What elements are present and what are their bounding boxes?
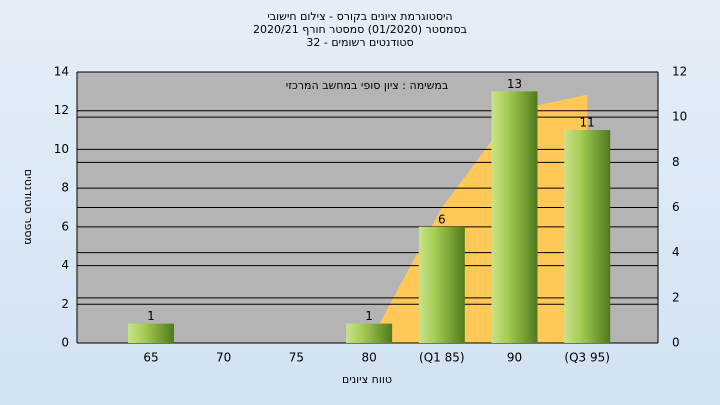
annotation: במשימה : ציון סופי במחשב המרכזי	[286, 79, 449, 92]
bar	[491, 91, 538, 343]
y-tick-label: 14	[54, 65, 69, 79]
y2-tick-label: 8	[672, 155, 680, 169]
y2-tick-label: 6	[672, 200, 680, 214]
x-tick-label: 75	[289, 351, 304, 365]
x-tick-label: (Q3 95)	[564, 351, 610, 365]
data-label: 13	[507, 77, 522, 91]
y2-tick-label: 2	[672, 290, 680, 304]
y-tick-label: 12	[54, 103, 69, 117]
chart-title: היסטוגרמת ציונים בקורס - צילום חישובי	[267, 10, 452, 23]
bar	[418, 226, 465, 343]
bar	[346, 323, 393, 343]
bar	[564, 130, 611, 343]
data-label: 6	[438, 212, 446, 226]
y-tick-label: 6	[61, 219, 69, 233]
chart-subtitle: סטודנטים רשומים - 32	[306, 36, 413, 49]
y2-tick-label: 12	[672, 65, 687, 79]
bar	[128, 323, 174, 343]
x-tick-label: 70	[216, 351, 231, 365]
x-tick-label: 80	[361, 351, 376, 365]
y-tick-label: 4	[61, 258, 69, 272]
y-tick-label: 10	[54, 142, 69, 156]
y2-tick-label: 10	[672, 110, 687, 124]
x-tick-label: 90	[507, 351, 522, 365]
y-tick-label: 8	[61, 181, 69, 195]
y-tick-label: 2	[61, 297, 69, 311]
y-axis-label: מספר סטודנטים	[22, 169, 35, 245]
chart-subtitle: בסמסטר (01/2020) סמסטר חורף 2020/21	[253, 23, 467, 36]
x-tick-label: (Q1 85)	[419, 351, 465, 365]
x-tick-label: 65	[143, 351, 158, 365]
data-label: 1	[365, 309, 373, 323]
y2-tick-label: 0	[672, 336, 680, 350]
data-label: 1	[147, 309, 155, 323]
y-tick-label: 0	[61, 336, 69, 350]
y2-tick-label: 4	[672, 245, 680, 259]
data-label: 11	[580, 116, 595, 130]
x-axis-label: טווח ציונים	[342, 373, 392, 386]
